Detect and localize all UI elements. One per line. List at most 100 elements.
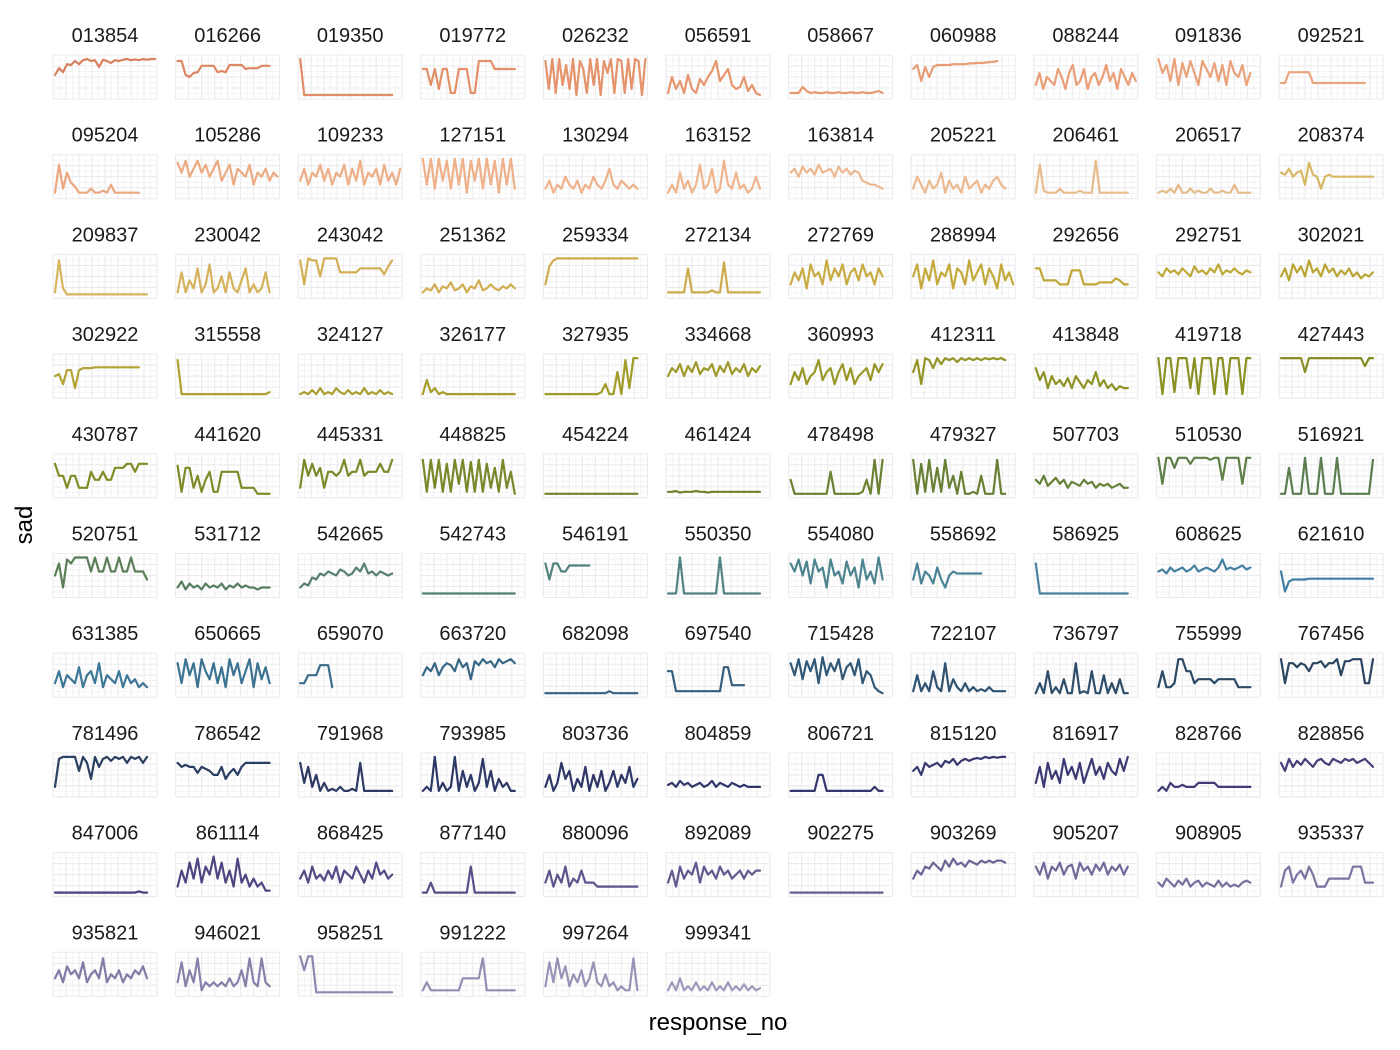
facet-panel: 650665 (175, 623, 281, 698)
facet-panel: 902275 (788, 823, 894, 898)
facet-panel: 659070 (297, 623, 403, 698)
facet-panel: 230042 (175, 224, 281, 299)
facet-panel: 427443 (1278, 324, 1384, 399)
series-line (53, 57, 157, 77)
series-line (1034, 562, 1129, 595)
series-line (1279, 570, 1375, 593)
facet-panel: 542665 (297, 524, 403, 599)
series-line (1157, 263, 1252, 278)
facet-strip-label: 230042 (194, 224, 261, 246)
facet-panel: 803736 (542, 723, 648, 798)
facet-strip-label: 208374 (1298, 125, 1365, 147)
facet-strip-label: 019350 (317, 25, 384, 47)
facet-panel: 013854 (52, 25, 158, 100)
series-line (544, 257, 639, 286)
facet-strip-label: 163814 (807, 125, 874, 147)
facet-strip-label: 697540 (685, 623, 752, 645)
facet-strip-label: 682098 (562, 623, 629, 645)
facet-panel: 804859 (665, 723, 771, 798)
series-line (1279, 757, 1375, 773)
facet-panel: 016266 (175, 25, 281, 100)
facet-strip-label: 412311 (931, 324, 996, 346)
facet-panel: 516921 (1278, 424, 1384, 499)
series-line (666, 556, 762, 595)
series-line (176, 464, 271, 495)
facet-strip-label: 060988 (930, 25, 997, 47)
facet-strip-label: 999341 (685, 922, 752, 944)
series-line (1034, 159, 1129, 194)
facet-strip-label: 816917 (1052, 723, 1119, 745)
series-line (666, 977, 762, 992)
facet-panel: 554080 (788, 524, 894, 599)
facet-strip-label: 056591 (685, 25, 752, 47)
facet-strip-label: 315558 (194, 324, 261, 346)
series-line (299, 562, 394, 589)
facet-strip-label: 516921 (1298, 424, 1365, 446)
facet-strip-label: 935337 (1298, 823, 1365, 845)
series-line (789, 359, 884, 386)
series-line (544, 865, 639, 888)
facet-panel: 806721 (788, 723, 894, 798)
series-line (544, 167, 639, 194)
facet-panel: 608625 (1155, 524, 1261, 599)
facet-strip-label: 554080 (807, 524, 874, 546)
series-line (544, 562, 591, 581)
facet-panel: 815120 (910, 723, 1016, 798)
series-line (912, 857, 1007, 880)
facet-strip-label: 815120 (930, 723, 997, 745)
series-line (421, 458, 516, 495)
facet-panels: 013854 016266 019350 019772 026232 056591 0586… (52, 25, 1384, 997)
facet-panel: 461424 (665, 424, 771, 499)
series-line (1279, 658, 1375, 685)
series-line (789, 163, 884, 190)
facet-panel: 621610 (1278, 524, 1384, 599)
facet-strip-label: 019772 (439, 25, 506, 47)
facet-panel: 019772 (420, 25, 526, 100)
facet-strip-label: 058667 (807, 25, 874, 47)
facet-panel: 302021 (1278, 224, 1384, 299)
series-line (176, 159, 279, 186)
series-line (1157, 357, 1252, 396)
facet-strip-label: 847006 (72, 823, 139, 845)
series-line (544, 57, 647, 97)
series-line (421, 59, 516, 95)
series-line (1157, 57, 1252, 87)
facet-panel: 479327 (910, 424, 1016, 499)
y-axis-title: sad (11, 506, 38, 545)
facet-strip-label: 510530 (1175, 424, 1242, 446)
series-line (421, 157, 516, 194)
series-line (1157, 558, 1252, 575)
series-line (912, 357, 1007, 386)
facet-strip-label: 013854 (72, 25, 139, 47)
facet-panel: 828766 (1155, 723, 1261, 798)
series-line (1157, 456, 1252, 485)
facet-strip-label: 715428 (807, 623, 874, 645)
facet-strip-label: 558692 (930, 524, 997, 546)
series-line (544, 690, 639, 695)
facet-strip-label: 302021 (1298, 224, 1365, 246)
facet-panel: 413848 (1033, 324, 1139, 399)
series-line (912, 755, 1007, 777)
facet-panel: 722107 (910, 623, 1016, 698)
facet-panel: 558692 (910, 524, 1016, 599)
series-line (1279, 357, 1375, 374)
series-line (789, 85, 884, 95)
facet-strip-label: 206461 (1052, 125, 1119, 147)
facet-strip-label: 806721 (807, 723, 874, 745)
facet-panel: 259334 (542, 224, 648, 299)
series-line (1279, 865, 1375, 888)
series-line (1157, 781, 1252, 793)
facet-panel: 828856 (1278, 723, 1384, 798)
facet-strip-label: 327935 (562, 324, 629, 346)
facet-strip-label: 461424 (685, 424, 752, 446)
series-line (53, 556, 149, 589)
facet-strip-label: 127151 (439, 125, 506, 147)
facet-panel: 816917 (1033, 723, 1139, 798)
facet-panel: 781496 (52, 723, 158, 798)
series-line (53, 163, 141, 194)
facet-panel: 546191 (542, 524, 648, 599)
facet-panel: 507703 (1033, 424, 1139, 499)
facet-strip-label: 095204 (72, 125, 139, 147)
series-line (666, 666, 746, 693)
facet-strip-label: 542665 (317, 524, 384, 546)
